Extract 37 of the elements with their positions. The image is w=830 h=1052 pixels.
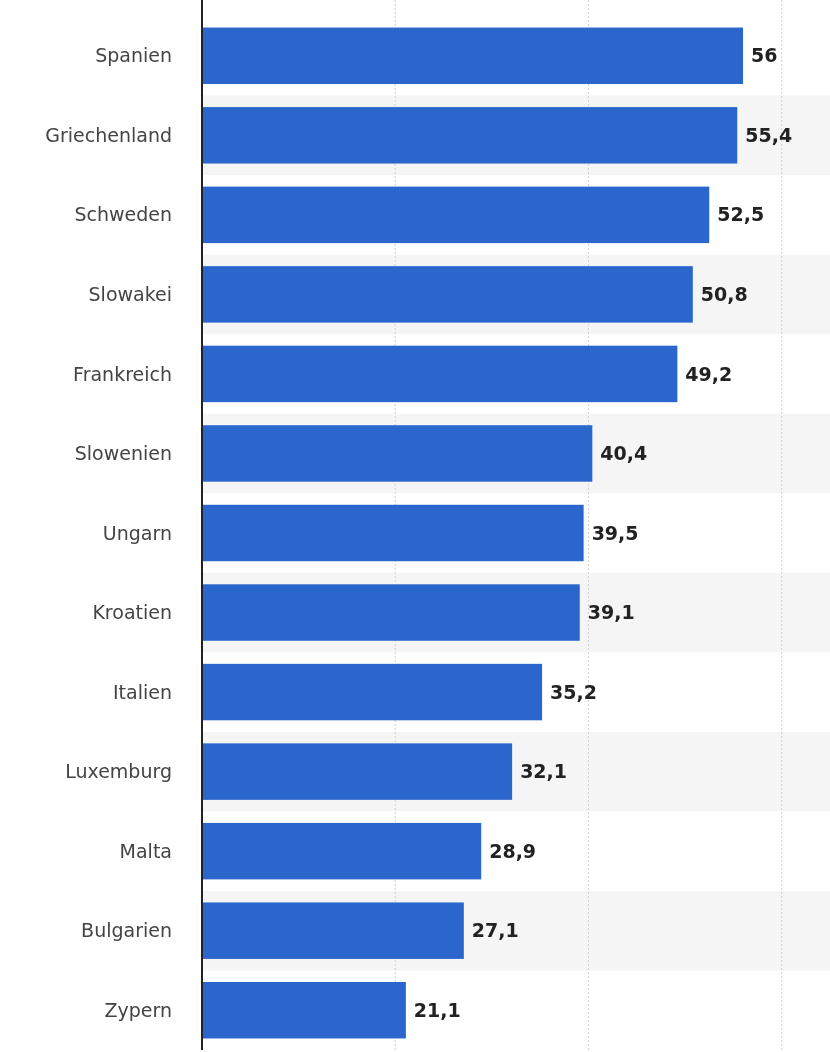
bar (202, 982, 406, 1039)
bar (202, 902, 464, 959)
y-tick-label: Zypern (104, 998, 172, 1021)
y-tick-label: Ungarn (102, 521, 172, 544)
bar (202, 822, 482, 880)
y-tick-label: Malta (119, 839, 172, 862)
y-tick-label: Spanien (95, 44, 172, 67)
bar (202, 504, 584, 562)
data-label: 55,4 (745, 123, 793, 146)
y-tick-label: Frankreich (73, 362, 172, 385)
y-tick-label: Italien (113, 680, 172, 703)
data-label: 35,2 (550, 680, 597, 703)
data-label: 39,5 (591, 521, 639, 544)
data-label: 32,1 (520, 760, 568, 783)
y-tick-label: Slowenien (74, 442, 172, 465)
data-label: 27,1 (471, 919, 519, 942)
bar (202, 425, 593, 482)
bar (202, 584, 580, 641)
data-label: 40,4 (600, 442, 648, 465)
y-tick-label: Kroatien (92, 601, 172, 624)
bar (202, 186, 710, 244)
data-label: 49,2 (685, 362, 733, 385)
bar (202, 743, 513, 800)
y-tick-label: Schweden (74, 203, 172, 226)
bar (202, 345, 678, 403)
bar (202, 663, 543, 721)
data-label: 28,9 (489, 839, 537, 862)
y-tick-label: Griechenland (45, 123, 172, 146)
y-tick-label: Slowakei (88, 283, 172, 306)
data-label: 39,1 (587, 601, 635, 624)
y-tick-label: Luxemburg (65, 760, 172, 783)
bar (202, 27, 744, 85)
y-tick-label: Bulgarien (81, 919, 172, 942)
data-label: 56 (751, 44, 778, 67)
data-label: 50,8 (700, 283, 748, 306)
data-label: 52,5 (717, 203, 765, 226)
data-label: 21,1 (413, 998, 461, 1021)
